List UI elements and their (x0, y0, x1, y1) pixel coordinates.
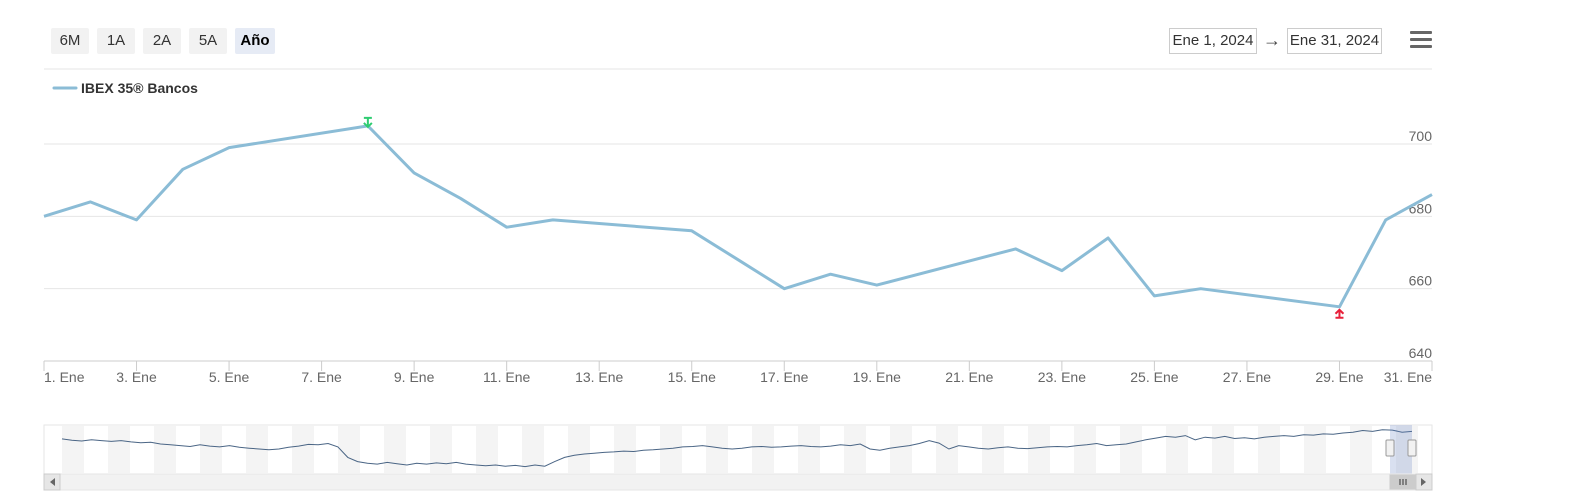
scroll-right-arrow-icon (1421, 478, 1426, 486)
x-tick-label: 19. Ene (853, 369, 901, 385)
navigator-handle-left[interactable] (1385, 439, 1395, 457)
date-from-input[interactable]: Ene 1, 2024 (1169, 28, 1257, 54)
flags (363, 116, 1345, 319)
menu-bar-middle (1410, 38, 1432, 41)
navigator-band (614, 426, 636, 473)
date-range-arrow: → (1263, 30, 1281, 50)
x-tick-label: 3. Ene (116, 369, 157, 385)
date-to-input[interactable]: Ene 31, 2024 (1287, 28, 1382, 54)
navigator-band (568, 426, 590, 473)
navigator-band (1212, 426, 1234, 473)
navigator-band (338, 426, 360, 473)
x-axis: 1. Ene 3. Ene 5. Ene 7. Ene 9. Ene 11. Ene 13.… (43, 361, 1433, 385)
range-button-1a[interactable]: 1A (97, 28, 135, 54)
navigator-band (706, 426, 728, 473)
low-flag-icon (1334, 308, 1345, 319)
navigator-band (798, 426, 820, 473)
x-tick-label: 23. Ene (1038, 369, 1086, 385)
navigator-band (292, 426, 314, 473)
navigator-band (660, 426, 682, 473)
navigator-band (108, 426, 130, 473)
range-button-year[interactable]: Año (235, 28, 275, 54)
y-tick-label: 700 (1409, 128, 1433, 144)
range-button-2a[interactable]: 2A (143, 28, 181, 54)
high-flag-icon (363, 116, 373, 129)
x-tick-label: 1. Ene (44, 369, 85, 385)
navigator-band (844, 426, 866, 473)
navigator-band (1074, 426, 1096, 473)
navigator-band (1350, 426, 1372, 473)
navigator-band (62, 426, 84, 473)
navigator-handle-right[interactable] (1407, 439, 1417, 457)
x-tick-label: 31. Ene (1384, 369, 1432, 385)
x-tick-label: 13. Ene (575, 369, 623, 385)
navigator-line (61, 429, 1413, 468)
y-tick-label: 660 (1409, 273, 1433, 289)
navigator-band (1028, 426, 1050, 473)
legend-label: IBEX 35® Bancos (81, 80, 198, 96)
x-tick-label: 17. Ene (760, 369, 808, 385)
navigator-band (246, 426, 268, 473)
x-tick-label: 7. Ene (301, 369, 342, 385)
navigator-band (384, 426, 406, 473)
navigator-band (1258, 426, 1280, 473)
navigator-band (890, 426, 912, 473)
x-tick-label: 15. Ene (668, 369, 716, 385)
navigator-selected-range (1390, 425, 1412, 474)
navigator-band (522, 426, 544, 473)
navigator-band (1396, 426, 1418, 473)
navigator-band (1166, 426, 1188, 473)
navigator-band (430, 426, 452, 473)
hamburger-menu-icon[interactable] (1410, 31, 1432, 51)
scrollbar[interactable] (43, 473, 1433, 491)
navigator-band (476, 426, 498, 473)
scroll-left-arrow-icon (50, 478, 55, 486)
y-tick-label: 680 (1409, 200, 1433, 216)
range-button-5a[interactable]: 5A (189, 28, 227, 54)
legend[interactable]: IBEX 35® Bancos (52, 80, 198, 96)
navigator-band (1120, 426, 1142, 473)
x-tick-label: 9. Ene (394, 369, 435, 385)
grid-lines (44, 143, 1432, 290)
scrollbar-thumb-grip-icon (1399, 479, 1407, 485)
x-tick-label: 5. Ene (209, 369, 250, 385)
menu-bar-bottom (1410, 45, 1432, 48)
navigator-band (982, 426, 1004, 473)
navigator-band (936, 426, 958, 473)
range-button-6m[interactable]: 6M (51, 28, 89, 54)
x-tick-label: 25. Ene (1130, 369, 1178, 385)
navigator-band (752, 426, 774, 473)
x-tick-label: 27. Ene (1223, 369, 1271, 385)
scrollbar-track (43, 473, 1433, 491)
y-axis-labels: 640 660 680 700 (1409, 128, 1433, 361)
x-tick-label: 29. Ene (1315, 369, 1363, 385)
y-tick-label: 640 (1409, 345, 1433, 361)
navigator-band (154, 426, 176, 473)
menu-bar-top (1410, 31, 1432, 34)
navigator[interactable] (43, 424, 1433, 475)
x-tick-label: 11. Ene (483, 369, 530, 385)
x-tick-label: 21. Ene (945, 369, 993, 385)
navigator-band (200, 426, 222, 473)
navigator-band (1304, 426, 1326, 473)
series-line (43, 124, 1433, 309)
navigator-bands (62, 426, 1418, 473)
